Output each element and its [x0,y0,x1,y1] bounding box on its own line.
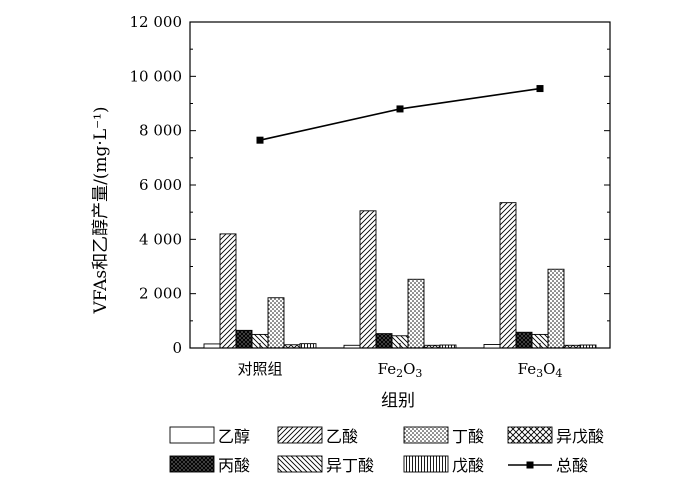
bar-乙醇-对照组 [203,343,221,349]
legend-swatch-乙醇 [169,426,215,444]
bar-乙酸-对照组 [219,233,237,349]
point-总酸 [256,136,264,144]
bar-戊酸-Fe3O4 [579,344,597,349]
legend-swatch-戊酸 [403,455,449,473]
bar-丁酸-对照组 [267,297,285,349]
x-axis-title: 组别 [381,391,415,411]
legend-marker-总酸 [526,461,534,469]
bar-丁酸-Fe2O3 [407,278,425,349]
bar-异戊酸-Fe3O4 [563,344,581,349]
legend-swatch-乙酸 [277,426,323,444]
legend-swatch-丙酸 [169,455,215,473]
y-tick-label: 10 000 [130,67,183,85]
bar-戊酸-Fe2O3 [439,344,457,349]
plot-frame [189,21,611,349]
legend-label-异戊酸: 异戊酸 [556,427,604,446]
x-tick-label: Fe2O3 [378,360,423,380]
legend-label-总酸: 总酸 [556,456,588,475]
bar-乙酸-Fe2O3 [359,210,377,349]
y-tick-label: 12 000 [130,13,183,31]
bar-异丁酸-对照组 [251,333,269,349]
legend-label-丙酸: 丙酸 [218,456,250,475]
legend-label-戊酸: 戊酸 [452,456,484,475]
bar-乙酸-Fe3O4 [499,202,517,349]
bar-异戊酸-Fe2O3 [423,344,441,349]
bar-丙酸-Fe3O4 [515,331,533,349]
point-总酸 [536,85,544,93]
legend-label-乙醇: 乙醇 [218,427,250,446]
x-tick-label: 对照组 [237,360,282,378]
x-tick-label: Fe3O4 [518,360,563,380]
legend-label-异丁酸: 异丁酸 [326,456,374,475]
y-tick-label: 2 000 [139,285,182,303]
bar-乙醇-Fe3O4 [483,344,501,349]
bar-异丁酸-Fe3O4 [531,333,549,349]
legend-swatch-丁酸 [403,426,449,444]
y-tick-label: 0 [172,339,182,357]
point-总酸 [396,105,404,113]
bar-丙酸-Fe2O3 [375,333,393,349]
bar-异戊酸-对照组 [283,344,301,349]
bar-异丁酸-Fe2O3 [391,335,409,349]
legend-label-乙酸: 乙酸 [326,427,358,446]
y-tick-label: 6 000 [139,176,182,194]
y-tick-label: 4 000 [139,230,182,248]
legend-label-丁酸: 丁酸 [452,427,484,446]
bar-丁酸-Fe3O4 [547,268,565,349]
bar-戊酸-对照组 [299,343,317,349]
plot-area: 0 2 000 4 000 6 000 8 000 10 000 12 000 对照组 Fe2O… [130,13,611,380]
y-axis-title: VFAs和乙醇产量/(mg·L⁻¹) [91,106,111,314]
line-总酸 [259,87,541,141]
bar-乙醇-Fe2O3 [343,344,361,349]
bar-丙酸-对照组 [235,329,253,349]
y-tick-label: 8 000 [139,122,182,140]
legend-swatch-异戊酸 [507,426,553,444]
legend-swatch-异丁酸 [277,455,323,473]
